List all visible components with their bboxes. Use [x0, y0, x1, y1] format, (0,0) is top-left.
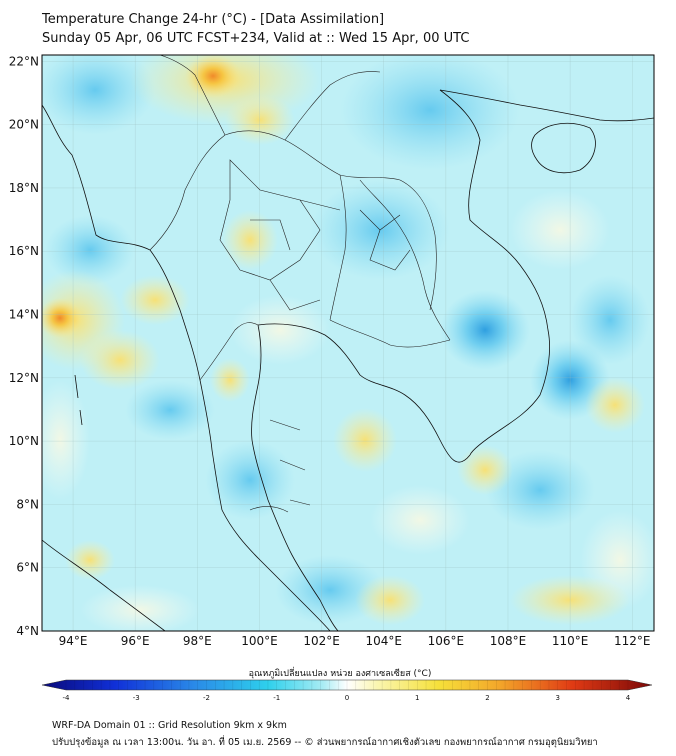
lat-tick-label: 4°N [16, 624, 39, 638]
sumatra-tip [42, 539, 166, 631]
lat-tick-label: 16°N [9, 244, 39, 258]
colorbar-tick-label: 4 [626, 694, 631, 702]
map-subtitle: Sunday 05 Apr, 06 UTC FCST+234, Valid at… [42, 31, 470, 46]
warm-anomaly [210, 358, 250, 402]
lon-tick-label: 100°E [241, 634, 278, 648]
pale-area [230, 295, 330, 365]
andaman-islands [74, 374, 83, 426]
lat-tick-label: 12°N [9, 371, 39, 385]
lon-tick-label: 94°E [59, 634, 88, 648]
colorbar-tick-label: -2 [203, 694, 210, 702]
province-lines [219, 159, 321, 281]
latitude-axis: 22°N 20°N 18°N 16°N 14°N 12°N 10°N 8°N 6… [9, 54, 39, 638]
cool-anomaly [45, 215, 135, 285]
colorbar-ticks: -4 -3 -2 -1 0 1 2 3 4 [63, 694, 631, 702]
border-line [149, 130, 437, 311]
temperature-anomaly-blobs [42, 55, 654, 631]
warm-anomaly [80, 330, 160, 390]
lon-tick-label: 112°E [614, 634, 651, 648]
thai-gulf-coast-east [257, 323, 471, 463]
lat-tick-label: 20°N [9, 118, 39, 132]
cool-anomaly [440, 290, 530, 370]
pale-area [510, 190, 610, 270]
cool-anomaly [42, 55, 155, 135]
border-line [329, 174, 347, 321]
lon-tick-label: 102°E [303, 634, 340, 648]
warm-anomaly [225, 95, 295, 145]
border-line [359, 179, 451, 341]
lon-tick-label: 108°E [490, 634, 527, 648]
country-borders [149, 55, 451, 513]
gridlines [42, 55, 654, 632]
model-info: WRF-DA Domain 01 :: Grid Resolution 9km … [52, 720, 287, 731]
update-credit: ปรับปรุงข้อมูล ณ เวลา 13:00น. วัน อา. ที… [52, 737, 598, 748]
lat-tick-label: 10°N [9, 434, 39, 448]
warm-anomaly [333, 408, 397, 472]
myanmar-west-coast [42, 104, 223, 511]
map-title: Temperature Change 24-hr (°C) - [Data As… [42, 12, 385, 27]
colorbar-tick-label: 2 [485, 694, 489, 702]
province-lines [359, 209, 411, 271]
lat-tick-label: 6°N [16, 561, 39, 575]
colorbar-bar [41, 679, 653, 691]
lat-tick-label: 8°N [16, 497, 39, 511]
malaysia-coast [221, 509, 331, 631]
coastlines [42, 89, 654, 631]
border-line [329, 319, 451, 348]
colorbar-tick-label: 0 [345, 694, 349, 702]
colorbar-divisions [65, 680, 629, 690]
lon-tick-label: 104°E [365, 634, 402, 648]
colorbar-tick-label: -4 [63, 694, 71, 702]
plot-frame [41, 54, 655, 632]
border-line [199, 322, 259, 381]
cool-anomaly [570, 275, 650, 365]
border-line [249, 506, 289, 513]
longitude-axis: 94°E 96°E 98°E 100°E 102°E 104°E 106°E 1… [59, 634, 651, 648]
vietnam-coast [439, 89, 550, 456]
pale-area [42, 380, 90, 500]
warm-anomaly [120, 275, 190, 325]
lon-tick-label: 98°E [183, 634, 212, 648]
border-line [284, 71, 381, 141]
plot-area [41, 54, 655, 632]
colorbar: อุณหภูมิเปลี่ยนแปลง หน่วย องศาเซลเซียส (… [41, 666, 653, 702]
colorbar-tick-label: 3 [556, 694, 560, 702]
pale-area [80, 585, 200, 631]
map-figure: 22°N 20°N 18°N 16°N 14°N 12°N 10°N 8°N 6… [9, 54, 655, 702]
cool-anomaly [340, 55, 520, 170]
colorbar-tick-label: -3 [133, 694, 140, 702]
colorbar-tick-label: -1 [273, 694, 280, 702]
thai-gulf-coast-west [251, 324, 339, 631]
pale-area [370, 485, 470, 555]
lon-tick-label: 96°E [121, 634, 150, 648]
province-lines [250, 199, 341, 311]
warm-anomaly [185, 55, 241, 98]
warm-anomaly [585, 377, 645, 433]
province-lines [269, 419, 311, 506]
lat-tick-label: 18°N [9, 181, 39, 195]
warm-anomaly [222, 210, 278, 270]
lon-tick-label: 110°E [552, 634, 589, 648]
cool-anomaly [205, 440, 295, 520]
warm-anomaly [65, 540, 115, 580]
border-line [159, 55, 226, 136]
warm-anomaly [457, 445, 513, 495]
hainan-island [531, 122, 596, 174]
china-south-coast [439, 89, 654, 122]
lon-tick-label: 106°E [428, 634, 465, 648]
colorbar-label: อุณหภูมิเปลี่ยนแปลง หน่วย องศาเซลเซียส (… [249, 666, 432, 679]
cool-anomaly [125, 380, 215, 440]
lat-tick-label: 14°N [9, 308, 39, 322]
lat-tick-label: 22°N [9, 54, 39, 68]
warm-anomaly [355, 575, 425, 625]
warm-anomaly [42, 298, 82, 338]
colorbar-tick-label: 1 [415, 694, 419, 702]
